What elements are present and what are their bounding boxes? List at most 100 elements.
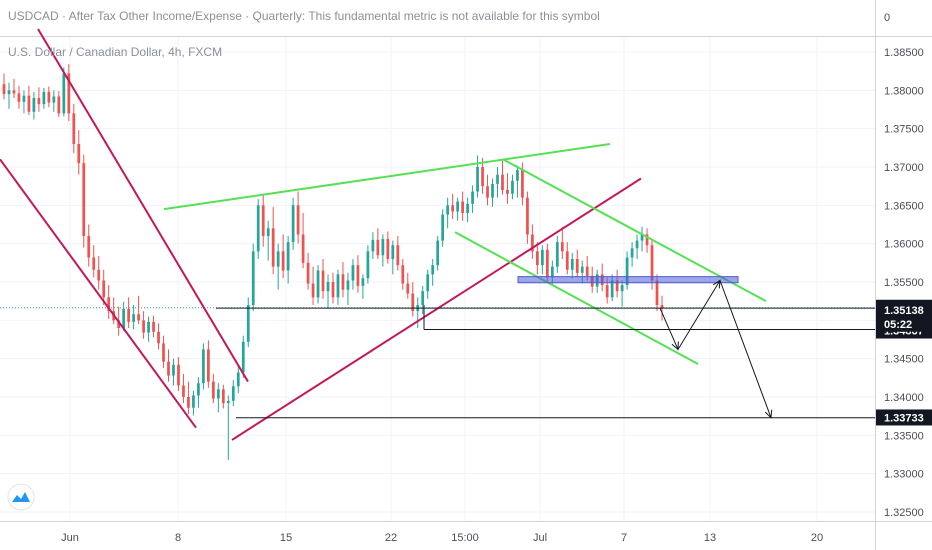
candle: [346, 272, 350, 305]
candle-body: [610, 280, 614, 298]
candle-body: [291, 205, 295, 243]
candle-body: [441, 214, 445, 241]
candle: [62, 67, 66, 117]
candle: [27, 85, 31, 115]
green-channel-lower: [454, 231, 699, 365]
candle: [132, 305, 135, 330]
date-tick-label: 15: [280, 532, 292, 544]
channel-lower-line: [0, 158, 197, 429]
candle-body: [72, 113, 76, 144]
candle-body: [550, 266, 554, 278]
candle: [291, 197, 295, 250]
candle: [281, 234, 285, 279]
date-tick-label: 7: [621, 532, 627, 544]
time-axis[interactable]: Jun 8 15 22 15:00 Jul 7 13 20: [61, 532, 823, 544]
candle-body: [655, 280, 659, 305]
candle-body: [231, 386, 235, 401]
price-tag-bg: [876, 409, 932, 426]
price-tick-label: 1.35500: [884, 277, 924, 289]
candle: [157, 323, 160, 350]
countdown-bg: [876, 315, 932, 332]
date-tick-label: 22: [385, 532, 397, 544]
date-tick-label: 20: [811, 532, 823, 544]
wedge-upper-line: [163, 143, 611, 211]
candle-body: [545, 249, 549, 278]
arrow-head-2: [713, 279, 721, 289]
candle: [630, 242, 634, 267]
symbol-label[interactable]: U.S. Dollar / Canadian Dollar, 4h, FXCM: [8, 45, 222, 59]
candle-body: [506, 190, 509, 194]
candle-body: [22, 95, 26, 102]
candle-body: [481, 167, 484, 187]
candle-body: [650, 245, 654, 281]
candle: [172, 358, 175, 386]
candle: [251, 243, 255, 312]
candle-body: [17, 93, 21, 102]
candle-body: [266, 228, 270, 236]
candle: [216, 383, 220, 413]
candle: [615, 269, 619, 298]
candle: [321, 259, 325, 299]
price-tag-label: 1.35138: [884, 305, 924, 317]
candle: [570, 252, 574, 279]
candle-body: [256, 205, 260, 252]
candle-body: [436, 240, 440, 266]
price-tick-label: 1.34000: [884, 392, 924, 404]
candle-body: [12, 90, 16, 94]
candle: [276, 243, 280, 290]
candle-body: [241, 341, 245, 373]
candle-body: [127, 308, 130, 322]
candle-body: [615, 280, 619, 292]
candle: [555, 236, 559, 273]
candle: [421, 285, 425, 315]
candle: [560, 226, 564, 259]
candle-body: [276, 251, 280, 267]
candle-body: [625, 257, 629, 286]
projected-path: [659, 279, 772, 418]
candle-body: [331, 282, 335, 298]
candle-body: [560, 242, 564, 252]
candle-body: [336, 274, 340, 298]
candle: [376, 228, 380, 259]
price-tick-label: 1.36500: [884, 200, 924, 212]
candle-body: [401, 265, 405, 284]
candle: [396, 236, 400, 271]
price-tick-label: 1.33000: [884, 469, 924, 481]
candle: [456, 197, 459, 221]
candle-body: [226, 400, 230, 404]
candle: [366, 245, 370, 284]
candle: [7, 82, 11, 109]
candle: [506, 173, 509, 204]
candle-body: [605, 285, 609, 298]
candle: [167, 349, 170, 382]
candle: [526, 191, 529, 244]
candle: [57, 91, 61, 118]
tradingview-logo-icon[interactable]: [7, 483, 35, 511]
candle: [356, 255, 360, 293]
candle-body: [27, 95, 31, 112]
candle-body: [261, 205, 265, 236]
candle: [102, 269, 106, 305]
candle: [620, 280, 624, 307]
candle-body: [645, 234, 649, 246]
candlestick-series: [2, 64, 664, 460]
candle-body: [177, 364, 180, 386]
candle-body: [376, 239, 380, 256]
drawings-layer[interactable]: [0, 28, 875, 441]
candle-body: [406, 283, 410, 294]
candle-body: [167, 361, 170, 376]
candle-body: [496, 174, 499, 184]
candle-body: [162, 343, 165, 362]
candle-body: [361, 278, 365, 286]
candle: [107, 285, 111, 319]
date-tick-label: Jul: [533, 532, 547, 544]
candle-body: [192, 395, 195, 408]
candle: [536, 242, 539, 275]
candle-body: [511, 180, 514, 194]
candle: [301, 213, 305, 269]
ascending-trendline: [231, 177, 642, 441]
candle-body: [466, 203, 469, 213]
